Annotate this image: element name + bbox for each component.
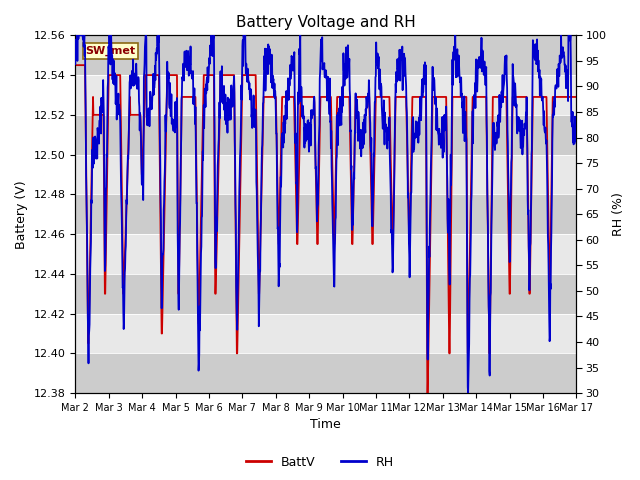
Bar bbox=[76, 313, 577, 353]
Text: SW_met: SW_met bbox=[85, 46, 136, 56]
Y-axis label: Battery (V): Battery (V) bbox=[15, 180, 28, 249]
Y-axis label: RH (%): RH (%) bbox=[612, 192, 625, 236]
Bar bbox=[76, 115, 577, 155]
Bar bbox=[76, 234, 577, 274]
Bar bbox=[76, 75, 577, 115]
Bar bbox=[76, 194, 577, 234]
Bar bbox=[76, 36, 577, 75]
Legend: BattV, RH: BattV, RH bbox=[241, 451, 399, 474]
Bar bbox=[76, 353, 577, 393]
X-axis label: Time: Time bbox=[310, 419, 341, 432]
Bar bbox=[76, 274, 577, 313]
Title: Battery Voltage and RH: Battery Voltage and RH bbox=[236, 15, 416, 30]
Bar bbox=[76, 155, 577, 194]
